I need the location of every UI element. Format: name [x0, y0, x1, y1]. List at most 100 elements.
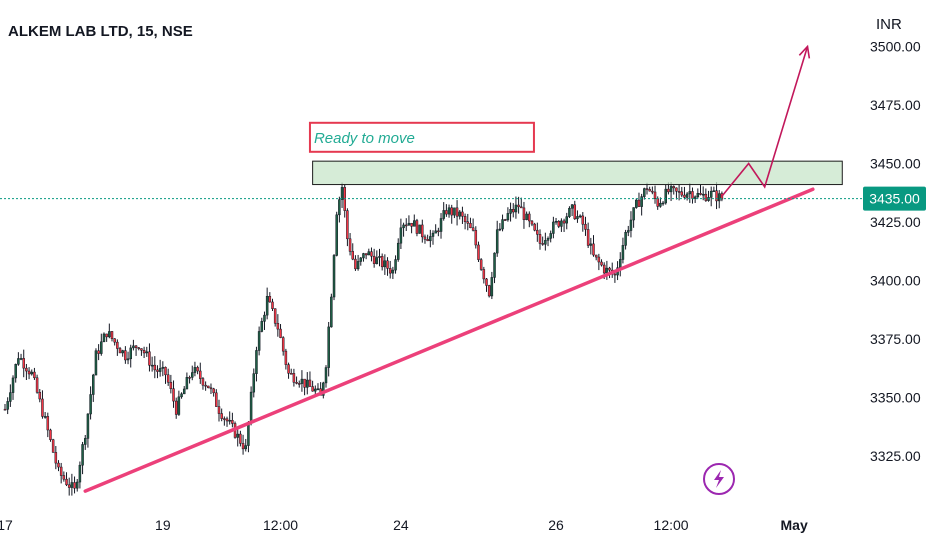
candle	[57, 460, 60, 472]
candle-body	[84, 438, 87, 445]
price-tick-label: 3350.00	[870, 390, 921, 406]
candle-body	[528, 213, 531, 222]
candle	[584, 216, 587, 236]
annotation-box[interactable]: Ready to move	[308, 121, 535, 153]
candle	[41, 390, 44, 419]
candle-body	[536, 229, 539, 235]
time-tick-label: 26	[548, 517, 564, 533]
candle	[217, 399, 221, 422]
candle	[506, 207, 510, 222]
candle-body	[43, 416, 47, 418]
candle-body	[602, 264, 606, 274]
candle	[536, 222, 539, 242]
resistance-zone[interactable]	[312, 160, 843, 186]
candle	[709, 186, 713, 207]
candle	[423, 234, 427, 244]
candle	[279, 324, 282, 339]
candle	[512, 203, 515, 218]
candle	[635, 198, 638, 209]
candle	[594, 254, 598, 261]
candle-body	[405, 224, 408, 227]
candle-body	[67, 484, 71, 488]
candle-body	[445, 210, 448, 215]
candle-body	[565, 216, 568, 224]
candle	[434, 224, 437, 234]
candle	[134, 345, 138, 356]
candle-body	[86, 413, 90, 439]
candle	[680, 186, 684, 198]
candle-body	[413, 220, 416, 227]
candle-body	[271, 301, 274, 309]
candle-body	[482, 269, 486, 280]
candle-body	[306, 379, 309, 388]
candle	[89, 386, 92, 420]
candle-body	[717, 193, 721, 202]
candle-body	[340, 187, 344, 200]
candle	[156, 365, 159, 379]
candle	[696, 188, 700, 199]
candle	[314, 385, 317, 394]
candle-body	[100, 341, 103, 354]
candle	[699, 184, 702, 196]
candle	[140, 348, 143, 356]
candle-body	[260, 321, 264, 332]
candle-body	[247, 421, 250, 446]
candle	[715, 182, 718, 210]
candle	[691, 187, 694, 204]
support-trendline[interactable]	[83, 187, 815, 493]
candle	[557, 220, 560, 229]
time-axis[interactable]: 17 19 12:00 24 26 12:00 May	[0, 517, 808, 533]
candle	[410, 222, 413, 234]
candle-body	[629, 219, 633, 231]
candle	[544, 232, 547, 251]
candle	[586, 222, 590, 249]
candle-body	[637, 199, 641, 207]
time-tick-label: 12:00	[654, 517, 689, 533]
candle	[177, 390, 181, 416]
candle	[717, 190, 721, 209]
candle	[300, 370, 304, 392]
candle-body	[648, 189, 651, 192]
candle-body	[51, 439, 55, 453]
candle	[209, 383, 213, 395]
candle	[308, 371, 312, 387]
candle	[364, 253, 368, 260]
candle-body	[348, 238, 352, 252]
candle-body	[30, 371, 33, 375]
candle-body	[709, 190, 713, 198]
candle-body	[225, 418, 229, 422]
projection-path[interactable]	[721, 46, 809, 197]
candle-body	[46, 416, 50, 431]
candle	[46, 412, 50, 438]
candle	[490, 271, 494, 300]
candle	[415, 218, 419, 237]
candle-body	[81, 444, 84, 466]
candle	[75, 479, 79, 492]
candle-body	[284, 350, 288, 365]
candle	[386, 257, 389, 276]
candle-body	[322, 382, 325, 396]
candle-body	[19, 358, 23, 360]
candle	[610, 262, 614, 278]
candle-body	[241, 443, 245, 450]
candle-body	[530, 220, 534, 225]
flash-icon[interactable]	[703, 463, 735, 495]
candle	[429, 229, 432, 248]
candle-body	[645, 188, 649, 190]
chart-title: ALKEM LAB LTD, 15, NSE	[8, 23, 193, 40]
candle	[118, 346, 122, 354]
price-axis[interactable]: INR 3500.003325.003350.003375.003400.003…	[863, 16, 926, 464]
candle-body	[89, 394, 92, 415]
candle-body	[191, 372, 194, 378]
last-price-badge[interactable]	[863, 186, 926, 211]
candle-body	[140, 348, 143, 351]
candle-body	[699, 193, 702, 195]
candle-body	[78, 464, 82, 483]
candle-body	[252, 373, 256, 393]
price-ticks: 3500.00 3325.00 3350.00 3375.00 3400.00 3425.…	[870, 39, 921, 465]
candle	[391, 266, 395, 280]
candle	[348, 233, 352, 256]
candle	[292, 368, 296, 387]
candle-body	[324, 367, 328, 384]
